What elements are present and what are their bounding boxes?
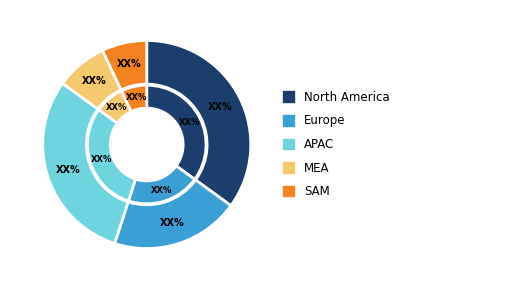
Wedge shape <box>63 50 121 109</box>
Text: XX%: XX% <box>90 155 112 164</box>
Text: XX%: XX% <box>178 118 199 127</box>
Text: XX%: XX% <box>56 165 81 175</box>
Text: XX%: XX% <box>82 76 107 86</box>
Wedge shape <box>128 166 194 204</box>
Wedge shape <box>42 83 128 243</box>
Wedge shape <box>87 110 135 201</box>
Text: XX%: XX% <box>160 218 184 228</box>
Wedge shape <box>146 85 206 179</box>
Wedge shape <box>114 180 230 249</box>
Legend: North America, Europe, APAC, MEA, SAM: North America, Europe, APAC, MEA, SAM <box>282 91 389 198</box>
Text: XX%: XX% <box>207 102 232 112</box>
Wedge shape <box>98 91 131 123</box>
Wedge shape <box>121 85 146 112</box>
Text: XX%: XX% <box>125 93 146 102</box>
Wedge shape <box>102 40 146 90</box>
Text: XX%: XX% <box>116 59 141 69</box>
Text: XX%: XX% <box>150 186 172 194</box>
Wedge shape <box>146 40 250 206</box>
Text: XX%: XX% <box>106 103 127 112</box>
